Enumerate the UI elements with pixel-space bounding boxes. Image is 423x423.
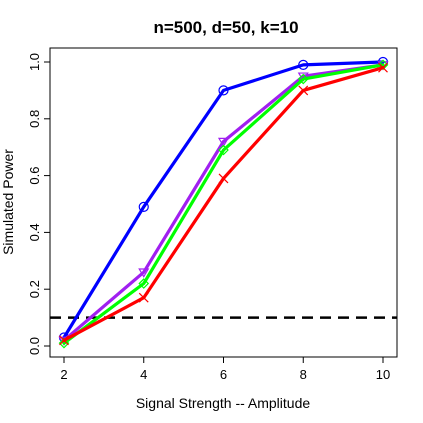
y-tick-label: 0.8 [27, 110, 42, 128]
data-point [138, 201, 149, 212]
series-layer [58, 56, 389, 349]
y-tick-label: 0.2 [27, 280, 42, 298]
data-point [58, 337, 70, 349]
data-point [138, 278, 150, 289]
y-tick-label: 0.4 [27, 223, 42, 241]
y-tick-label: 0.6 [27, 167, 42, 185]
series-line [62, 63, 385, 345]
data-point [138, 292, 149, 303]
data-point [218, 144, 229, 156]
data-point [218, 173, 229, 184]
data-point [297, 73, 309, 85]
chart-title: n=500, d=50, k=10 [153, 18, 298, 37]
series [58, 56, 389, 343]
series [59, 62, 388, 346]
data-point [298, 59, 309, 70]
data-point [378, 62, 388, 73]
y-tick-label: 0.0 [27, 337, 42, 355]
x-axis: 2 4 6 8 10 [60, 357, 390, 382]
series [58, 61, 389, 347]
y-axis: 0.0 0.2 0.4 0.6 0.8 1.0 [27, 53, 50, 355]
x-tick-label: 8 [300, 367, 307, 382]
data-point [217, 137, 230, 148]
series [58, 59, 389, 349]
data-point [298, 85, 309, 96]
x-axis-label: Signal Strength -- Amplitude [136, 395, 311, 411]
data-point [218, 85, 229, 96]
x-tick-label: 6 [220, 367, 227, 382]
x-tick-label: 4 [140, 367, 147, 382]
series-line [62, 60, 385, 340]
data-point [138, 268, 150, 278]
y-tick-label: 1.0 [27, 53, 42, 71]
data-point [59, 335, 69, 346]
x-tick-label: 2 [60, 367, 67, 382]
series-line [62, 63, 385, 342]
x-tick-label: 10 [376, 367, 390, 382]
y-axis-label: Simulated Power [0, 149, 16, 255]
